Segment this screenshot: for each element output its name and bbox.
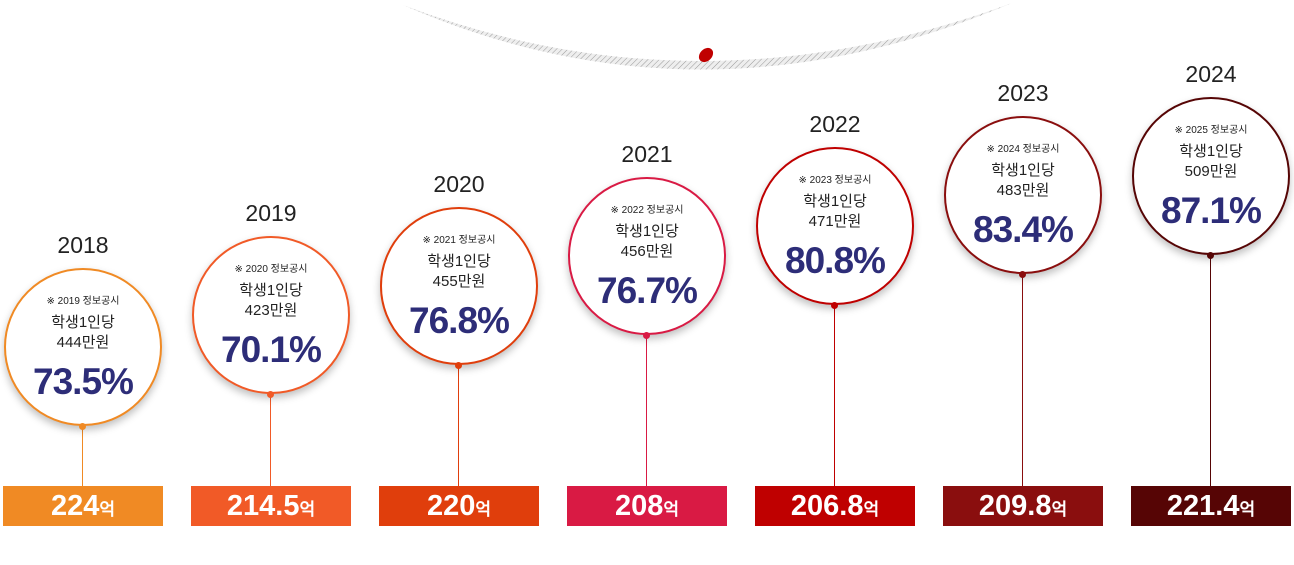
per-student-label: 학생1인당 [991,162,1055,179]
amount-bar: 209.8억 [943,486,1103,526]
connector-dot [455,362,462,369]
per-student-label: 학생1인당 [1179,143,1243,160]
connector-dot [831,302,838,309]
amount-value: 221.4 [1166,490,1240,522]
stat-circle: ※ 2022 정보공시 학생1인당 456만원 76.7% [568,177,726,335]
disclosure-note: ※ 2023 정보공시 [798,175,872,186]
per-student-amount: 509만원 [1184,163,1238,180]
decorative-arc [403,3,1012,70]
amount-unit: 억 [863,500,880,519]
amount-unit: 억 [1239,500,1256,519]
connector-dot [643,332,650,339]
percent-value: 76.7% [597,270,698,311]
amount-bar: 220억 [379,486,539,526]
year-label: 2024 [1185,61,1237,87]
stat-circle: ※ 2020 정보공시 학생1인당 423만원 70.1% [192,236,350,394]
year-label: 2021 [621,141,673,167]
connector-line [270,394,271,486]
amount-unit: 억 [475,500,492,519]
year-label: 2023 [997,80,1049,106]
per-student-label: 학생1인당 [51,314,115,331]
percent-value: 70.1% [221,329,322,370]
connector-dot [79,423,86,430]
year-column: 2024 ※ 2025 정보공시 학생1인당 509만원 87.1% 221.4… [1131,0,1291,565]
amount-bar: 224억 [3,486,163,526]
connector-line [646,335,647,486]
year-label: 2022 [809,111,861,137]
amount-value: 214.5 [226,490,300,522]
stat-circle: ※ 2025 정보공시 학생1인당 509만원 87.1% [1132,97,1290,255]
amount-value: 208 [614,490,664,522]
per-student-label: 학생1인당 [427,253,491,270]
disclosure-note: ※ 2021 정보공시 [422,235,496,246]
percent-value: 83.4% [973,209,1074,250]
connector-dot [1207,252,1214,259]
year-column: 2023 ※ 2024 정보공시 학생1인당 483만원 83.4% 209.8… [943,0,1103,565]
percent-value: 73.5% [33,361,134,402]
connector-line [1022,274,1023,486]
percent-value: 87.1% [1161,190,1262,231]
year-column: 2022 ※ 2023 정보공시 학생1인당 471만원 80.8% 206.8… [755,0,915,565]
amount-bar: 214.5억 [191,486,351,526]
per-student-amount: 456만원 [620,243,674,260]
connector-line [82,426,83,486]
per-student-amount: 471만원 [808,213,862,230]
year-column: 2021 ※ 2022 정보공시 학생1인당 456만원 76.7% 208억 [567,0,727,565]
amount-unit: 억 [1051,500,1068,519]
connector-line [1210,255,1211,486]
year-column: 2020 ※ 2021 정보공시 학생1인당 455만원 76.8% 220억 [379,0,539,565]
disclosure-note: ※ 2020 정보공시 [234,264,308,275]
year-label: 2020 [433,171,485,197]
stat-circle: ※ 2024 정보공시 학생1인당 483만원 83.4% [944,116,1102,274]
connector-line [458,365,459,486]
connector-dot [1019,271,1026,278]
per-student-amount: 455만원 [432,273,486,290]
stat-circle: ※ 2023 정보공시 학생1인당 471만원 80.8% [756,147,914,305]
disclosure-note: ※ 2024 정보공시 [986,144,1060,155]
disclosure-note: ※ 2019 정보공시 [46,296,120,307]
year-column: 2018 ※ 2019 정보공시 학생1인당 444만원 73.5% 224억 [3,0,163,565]
amount-value: 224 [50,490,100,522]
red-dot [698,47,714,63]
connector-line [834,305,835,486]
disclosure-note: ※ 2025 정보공시 [1174,125,1248,136]
stat-circle: ※ 2021 정보공시 학생1인당 455만원 76.8% [380,207,538,365]
per-student-amount: 444만원 [56,334,110,351]
year-label: 2019 [245,200,297,226]
per-student-label: 학생1인당 [803,193,867,210]
disclosure-note: ※ 2022 정보공시 [610,205,684,216]
stat-circle: ※ 2019 정보공시 학생1인당 444만원 73.5% [4,268,162,426]
amount-unit: 억 [663,500,680,519]
amount-value: 220 [426,490,476,522]
per-student-amount: 483만원 [996,182,1050,199]
per-student-amount: 423만원 [244,302,298,319]
per-student-label: 학생1인당 [239,282,303,299]
amount-value: 209.8 [978,490,1052,522]
amount-unit: 억 [299,500,316,519]
amount-bar: 221.4억 [1131,486,1291,526]
per-student-label: 학생1인당 [615,223,679,240]
connector-dot [267,391,274,398]
amount-bar: 208억 [567,486,727,526]
year-label: 2018 [57,232,109,258]
year-column: 2019 ※ 2020 정보공시 학생1인당 423만원 70.1% 214.5… [191,0,351,565]
amount-bar: 206.8억 [755,486,915,526]
amount-value: 206.8 [790,490,864,522]
amount-unit: 억 [99,500,116,519]
percent-value: 76.8% [409,300,510,341]
percent-value: 80.8% [785,240,886,281]
